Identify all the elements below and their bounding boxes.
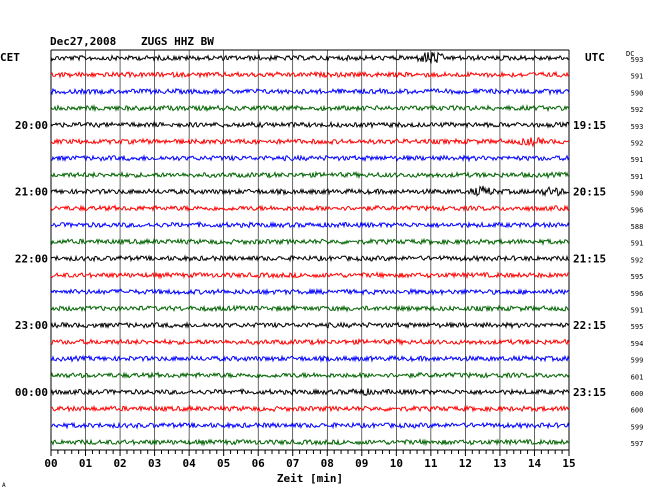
cet-time-label: 23:00 xyxy=(15,319,48,332)
cet-time-label: 22:00 xyxy=(15,252,48,265)
dc-offset-label: 595 xyxy=(631,323,644,331)
trace-row-7 xyxy=(50,170,570,180)
x-tick-label: 07 xyxy=(286,457,299,470)
right-timezone-label: UTC xyxy=(585,51,605,64)
trace-row-23 xyxy=(50,438,570,447)
x-tick-label: 01 xyxy=(79,457,93,470)
trace-row-9 xyxy=(50,204,570,213)
left-timezone-label: CET xyxy=(0,51,20,64)
label-layer: 593 591 590 592 593 592 591 591 590 596 588 591 592 5… xyxy=(15,56,643,448)
dc-offset-label: 591 xyxy=(631,307,644,315)
trace-row-22 xyxy=(51,421,570,430)
trace-row-21 xyxy=(50,404,570,413)
trace-row-14 xyxy=(50,287,570,297)
trace-row-12 xyxy=(50,254,570,263)
trace-row-2 xyxy=(50,87,570,96)
trace-row-0 xyxy=(50,51,570,64)
x-tick-label: 11 xyxy=(424,457,438,470)
trace-row-18 xyxy=(50,354,570,363)
grid-layer xyxy=(50,49,570,450)
x-tick-label: 04 xyxy=(183,457,197,470)
x-tick-label: 02 xyxy=(113,457,126,470)
utc-time-label: 23:15 xyxy=(573,386,606,399)
trace-row-15 xyxy=(50,304,570,313)
dc-offset-label: 592 xyxy=(631,140,644,148)
cet-time-label: 21:00 xyxy=(15,186,48,199)
x-tick-label: 09 xyxy=(355,457,368,470)
header-station: ZUGS HHZ BW xyxy=(141,35,214,48)
dc-offset-label: 593 xyxy=(631,56,644,64)
dc-offset-label: 600 xyxy=(631,407,644,415)
dc-offset-label: 596 xyxy=(631,206,644,214)
x-tick-label: 08 xyxy=(321,457,334,470)
dc-offset-label: 595 xyxy=(631,273,644,281)
dc-offset-label: 591 xyxy=(631,73,644,81)
trace-row-1 xyxy=(50,70,570,79)
axis-layer: 00 01 02 03 04 05 06 07 08 09 10 11 12 13 14 15 xyxy=(44,449,576,470)
x-tick-label: 03 xyxy=(148,457,161,470)
utc-time-label: 19:15 xyxy=(573,119,606,132)
trace-row-5 xyxy=(50,137,570,148)
dc-offset-label: 594 xyxy=(631,340,644,348)
trace-row-4 xyxy=(50,120,570,130)
trace-row-19 xyxy=(50,371,570,379)
corner-mark: A xyxy=(2,482,6,489)
dc-offset-label: 597 xyxy=(631,440,644,448)
x-tick-label: 14 xyxy=(528,457,542,470)
trace-row-3 xyxy=(50,104,570,113)
dc-offset-label: 601 xyxy=(631,373,644,381)
utc-time-label: 22:15 xyxy=(573,319,606,332)
utc-time-label: 21:15 xyxy=(573,252,606,265)
dc-offset-label: 593 xyxy=(631,123,644,131)
x-axis-title: Zeit [min] xyxy=(277,472,343,485)
utc-time-label: 20:15 xyxy=(573,186,606,199)
dc-offset-label: 599 xyxy=(631,423,644,431)
trace-row-8 xyxy=(50,185,570,198)
dc-offset-label: 590 xyxy=(631,89,644,97)
dc-offset-label: 599 xyxy=(631,357,644,365)
dc-offset-label: 590 xyxy=(631,190,644,198)
cet-time-label: 20:00 xyxy=(15,119,48,132)
trace-row-10 xyxy=(50,220,570,229)
x-tick-label: 15 xyxy=(562,457,575,470)
dc-offset-label: 600 xyxy=(631,390,644,398)
dc-column-header: DC xyxy=(626,50,634,58)
header-date: Dec27,2008 xyxy=(50,35,116,48)
dc-offset-label: 592 xyxy=(631,256,644,264)
dc-offset-label: 596 xyxy=(631,290,644,298)
x-tick-label: 05 xyxy=(217,457,230,470)
x-tick-label: 06 xyxy=(252,457,266,470)
trace-row-20 xyxy=(50,387,570,397)
x-tick-label: 13 xyxy=(493,457,506,470)
trace-row-11 xyxy=(50,237,570,247)
dc-offset-label: 591 xyxy=(631,156,644,164)
x-tick-label: 12 xyxy=(459,457,472,470)
trace-row-17 xyxy=(50,337,570,347)
x-tick-label: 10 xyxy=(390,457,403,470)
x-tick-label: 00 xyxy=(44,457,57,470)
trace-row-6 xyxy=(50,154,570,163)
trace-layer xyxy=(50,51,570,447)
dc-offset-label: 591 xyxy=(631,173,644,181)
dc-offset-label: 592 xyxy=(631,106,644,114)
trace-row-16 xyxy=(50,321,570,330)
dc-offset-label: 591 xyxy=(631,240,644,248)
cet-time-label: 00:00 xyxy=(15,386,48,399)
trace-row-13 xyxy=(50,271,570,280)
dc-offset-label: 588 xyxy=(631,223,644,231)
